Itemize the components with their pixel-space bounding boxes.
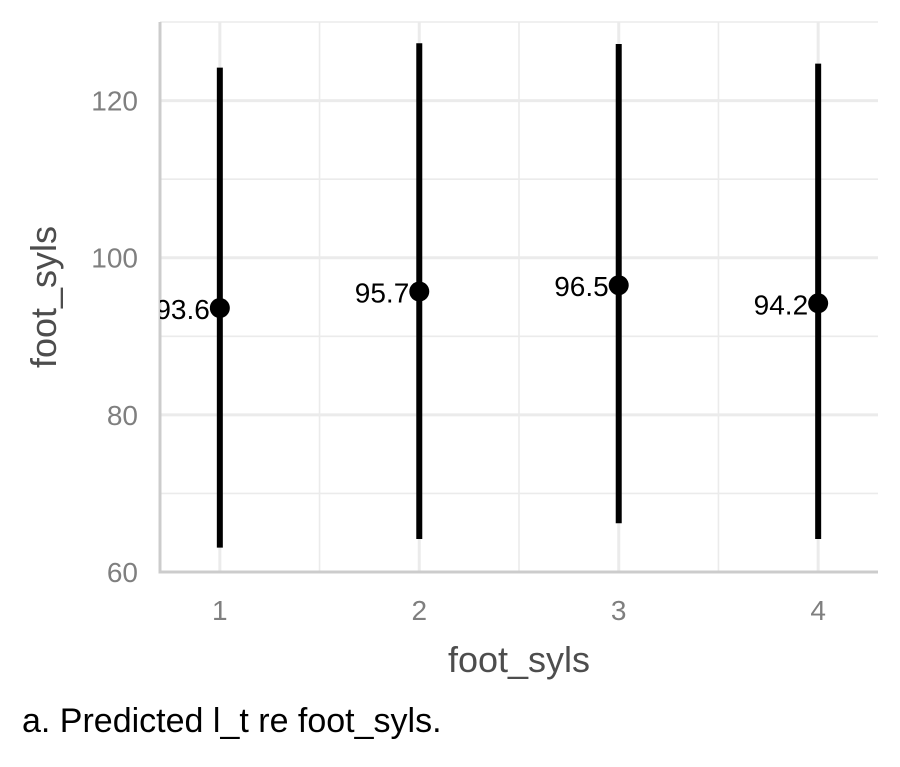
data-marks [209,43,829,548]
x-tick-label: 1 [212,595,228,626]
data-point [209,298,230,318]
axes [158,22,878,574]
x-tick-label: 2 [411,595,427,626]
y-tick-label: 100 [91,243,138,274]
tick-labels: 60 80 100 120 1 2 3 4 [91,86,826,626]
data-labels: 93.6 95.7 96.5 94.2 [155,271,809,325]
x-axis-title: foot_syls [448,639,590,680]
data-label: 95.7 [355,278,410,309]
y-tick-label: 120 [91,86,138,117]
y-tick-label: 80 [107,400,138,431]
figure-caption: a. Predicted l_t re foot_syls. [22,702,442,740]
data-label: 96.5 [554,271,609,302]
data-point [409,281,430,302]
y-tick-label: 60 [107,557,138,588]
data-point [808,293,829,314]
data-label: 94.2 [754,289,809,320]
x-tick-label: 3 [611,595,627,626]
y-axis-title: foot_syls [23,226,64,368]
data-label: 93.6 [155,294,210,325]
x-tick-label: 4 [810,595,826,626]
data-point [608,275,629,296]
